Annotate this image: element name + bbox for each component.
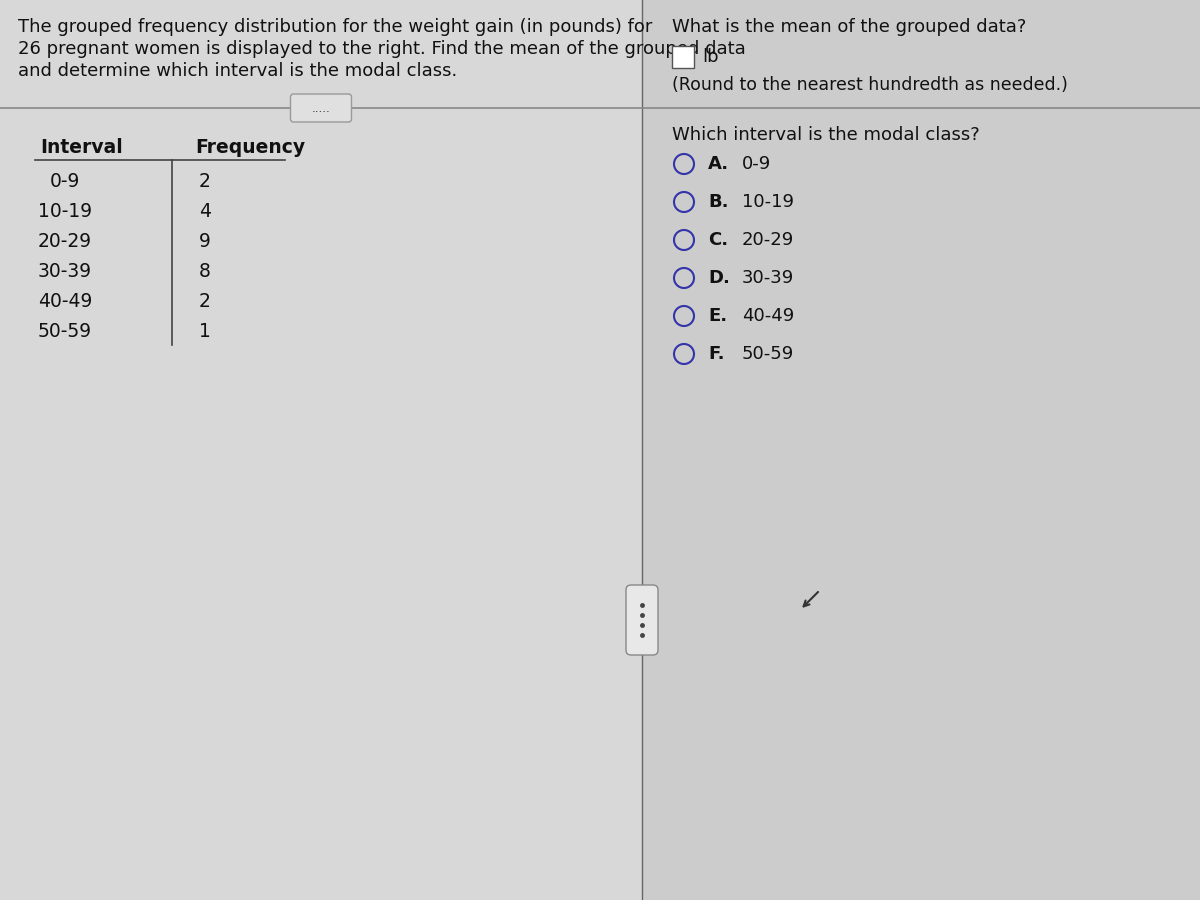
Text: 10-19: 10-19	[38, 202, 92, 221]
Text: 50-59: 50-59	[38, 322, 92, 341]
Text: Which interval is the modal class?: Which interval is the modal class?	[672, 126, 979, 144]
Text: 1: 1	[199, 322, 211, 341]
Text: 0-9: 0-9	[50, 172, 80, 191]
Text: 40-49: 40-49	[742, 307, 794, 325]
FancyBboxPatch shape	[290, 94, 352, 122]
Bar	[0, 0, 642, 900]
Text: 50-59: 50-59	[742, 345, 794, 363]
Text: 10-19: 10-19	[742, 193, 794, 211]
Text: 4: 4	[199, 202, 211, 221]
Text: E.: E.	[708, 307, 727, 325]
Text: 30-39: 30-39	[38, 262, 92, 281]
Text: and determine which interval is the modal class.: and determine which interval is the moda…	[18, 62, 457, 80]
Text: Interval: Interval	[40, 138, 122, 157]
Text: 26 pregnant women is displayed to the right. Find the mean of the grouped data: 26 pregnant women is displayed to the ri…	[18, 40, 745, 58]
FancyBboxPatch shape	[626, 585, 658, 655]
Text: (Round to the nearest hundredth as needed.): (Round to the nearest hundredth as neede…	[672, 76, 1068, 94]
Bar	[642, 0, 1200, 900]
Text: lb: lb	[702, 48, 719, 66]
Text: 20-29: 20-29	[742, 231, 794, 249]
FancyBboxPatch shape	[672, 46, 694, 68]
Text: C.: C.	[708, 231, 728, 249]
Text: 9: 9	[199, 232, 211, 251]
Text: B.: B.	[708, 193, 728, 211]
Text: D.: D.	[708, 269, 730, 287]
Text: What is the mean of the grouped data?: What is the mean of the grouped data?	[672, 18, 1026, 36]
Text: The grouped frequency distribution for the weight gain (in pounds) for: The grouped frequency distribution for t…	[18, 18, 653, 36]
Text: Frequency: Frequency	[194, 138, 305, 157]
Text: 8: 8	[199, 262, 211, 281]
Text: .....: .....	[312, 102, 330, 114]
Text: 0-9: 0-9	[742, 155, 772, 173]
Text: 20-29: 20-29	[38, 232, 92, 251]
Text: A.: A.	[708, 155, 730, 173]
Text: F.: F.	[708, 345, 725, 363]
Text: 2: 2	[199, 172, 211, 191]
Text: 2: 2	[199, 292, 211, 311]
Text: 30-39: 30-39	[742, 269, 794, 287]
Text: 40-49: 40-49	[38, 292, 92, 311]
